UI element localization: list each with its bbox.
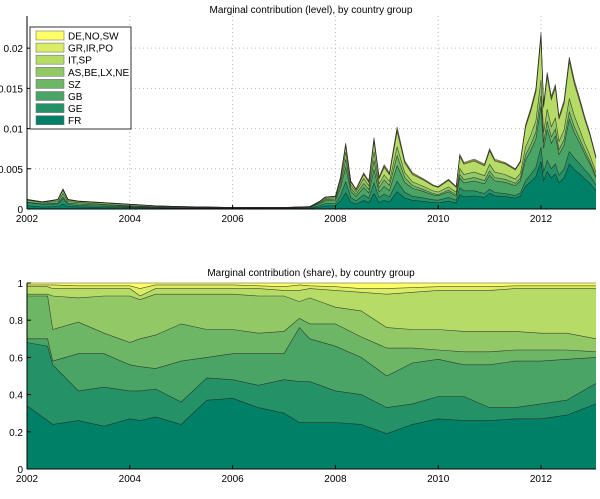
share-area-fr [27, 398, 596, 469]
x-tick-label: 2010 [427, 474, 450, 485]
y-tick-label: 0.8 [9, 316, 23, 327]
y-tick-label: 0.6 [9, 353, 23, 364]
share-boundary-line [26, 342, 597, 408]
legend-label: GE [68, 104, 83, 115]
legend-swatch [35, 115, 65, 125]
legend-label: GR,IR,PO [68, 44, 113, 55]
legend-swatch [35, 42, 65, 53]
legend-swatch [35, 54, 65, 65]
y-tick-label: 0.2 [9, 428, 23, 439]
share-boundary-line [27, 327, 597, 377]
share-boundary-line [27, 293, 597, 340]
y-tick-label: 0.02 [4, 44, 24, 55]
share-chart: 2002 2004 2006 2008 2010 2012 0 0.2 0.4 0.6 0.8 1 [9, 279, 597, 485]
y-tick-label: 1 [17, 279, 23, 290]
legend-label: FR [68, 116, 81, 127]
legend-swatch [35, 91, 65, 101]
y-tick-label: 0.01 [4, 125, 24, 136]
legend-swatch [35, 103, 65, 113]
legend-label: SZ [68, 80, 81, 91]
x-tick-label: 2002 [16, 474, 39, 485]
y-tick-label: 0 [17, 465, 23, 476]
x-tick-label: 2008 [324, 214, 347, 225]
bottom-chart-title: Marginal contribution (share), by countr… [207, 268, 415, 279]
share-boundary-line [26, 397, 597, 435]
x-tick-label: 2012 [530, 214, 553, 225]
legend-swatch [35, 79, 65, 89]
share-boundary-line [27, 284, 596, 289]
legend-label: IT,SP [68, 56, 92, 67]
x-tick-label: 2006 [221, 474, 244, 485]
level-chart: 2002 2004 2006 2008 2010 2012 0 0.005 0.01 0.015 0… [0, 16, 597, 225]
y-tick-label: 0.4 [9, 391, 23, 402]
share-boundary-line [27, 286, 596, 297]
x-tick-label: 2006 [221, 214, 244, 225]
legend-label: DE,NO,SW [68, 32, 119, 43]
legend-swatch [35, 67, 65, 77]
legend-label: AS,BE,LX,NE [68, 68, 129, 79]
share-boundary-line [27, 295, 597, 353]
x-tick-label: 2004 [119, 474, 142, 485]
legend-swatch [35, 30, 65, 41]
legend-label: GB [68, 92, 83, 103]
y-tick-label: 0.015 [0, 84, 23, 95]
x-tick-label: 2012 [530, 474, 553, 485]
level-boundary-line [26, 32, 597, 208]
y-tick-label: 0 [17, 205, 23, 216]
top-chart-title: Marginal contribution (level), by countr… [210, 5, 413, 16]
level-area-fr [27, 161, 596, 209]
y-tick-label: 0.005 [0, 165, 23, 176]
x-tick-label: 2010 [427, 214, 450, 225]
x-tick-label: 2008 [324, 474, 347, 485]
level-boundary-line [26, 95, 597, 209]
x-tick-label: 2004 [119, 214, 142, 225]
x-tick-label: 2002 [16, 214, 39, 225]
